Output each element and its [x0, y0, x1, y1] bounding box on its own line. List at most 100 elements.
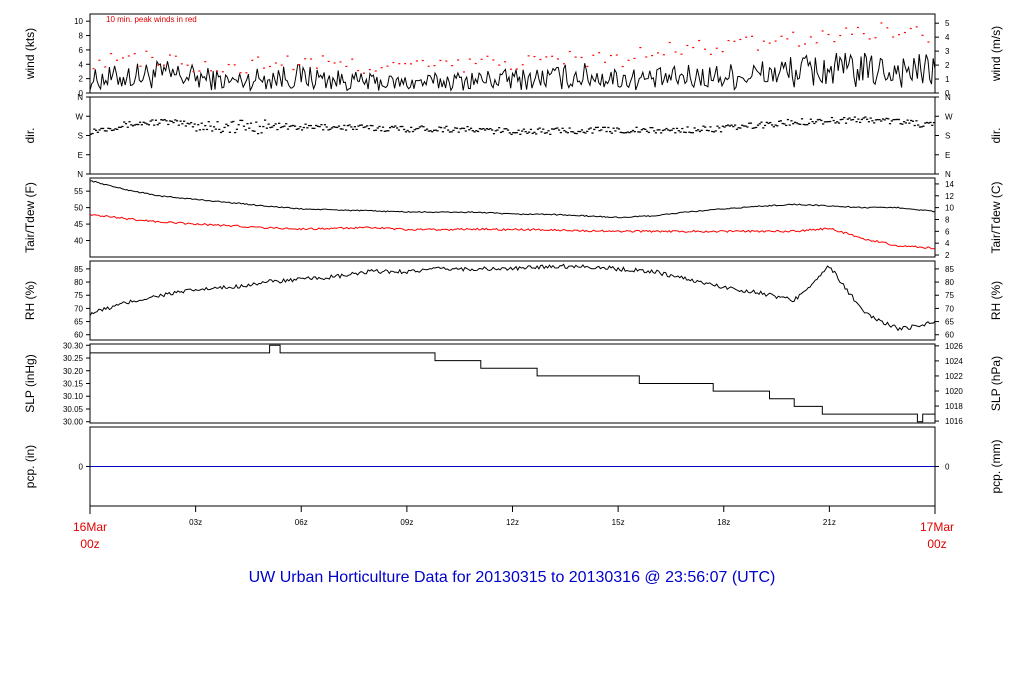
direction-point	[149, 120, 152, 122]
peak-wind-point	[621, 65, 624, 68]
direction-point	[161, 119, 165, 121]
direction-point	[681, 127, 684, 130]
peak-wind-point	[457, 59, 460, 61]
direction-point	[881, 118, 885, 120]
peak-wind-point	[815, 42, 818, 44]
direction-point	[698, 130, 702, 133]
direction-point	[582, 131, 585, 133]
direction-point	[241, 119, 244, 122]
peak-wind-point	[257, 56, 260, 58]
direction-point	[205, 128, 209, 131]
direction-point	[160, 119, 163, 121]
direction-point	[827, 121, 830, 123]
direction-point	[117, 126, 121, 128]
direction-point	[711, 130, 714, 133]
peak-wind-point	[915, 26, 918, 28]
direction-point	[146, 123, 149, 125]
direction-point	[256, 132, 260, 135]
direction-point	[702, 125, 705, 127]
direction-point	[647, 131, 650, 134]
peak-wind-point	[180, 63, 183, 65]
direction-point	[531, 132, 534, 135]
direction-point	[788, 124, 791, 126]
direction-point	[862, 117, 865, 119]
direction-point	[873, 122, 876, 124]
direction-point	[170, 120, 173, 123]
peak-wind-point	[645, 56, 648, 58]
peak-wind-point	[139, 65, 142, 67]
direction-point	[482, 127, 485, 130]
direction-point	[735, 128, 738, 130]
direction-point	[897, 118, 900, 121]
direction-point	[800, 118, 804, 120]
direction-point	[197, 124, 200, 126]
direction-point	[795, 122, 798, 124]
wind-left-tick-label: 8	[79, 32, 84, 41]
direction-point	[790, 120, 793, 122]
direction-point	[832, 119, 835, 122]
peak-wind-point	[580, 56, 583, 59]
direction-point	[107, 127, 110, 129]
direction-point	[489, 127, 492, 130]
direction-point	[519, 133, 522, 135]
direction-point	[786, 118, 790, 121]
peak-wind-point	[163, 64, 166, 66]
peak-wind-point	[445, 60, 448, 62]
peak-wind-point	[521, 64, 524, 66]
direction-point	[408, 131, 411, 133]
precip-left-axis-label: pcp. (in)	[23, 445, 37, 488]
direction-point	[554, 127, 557, 130]
wind-left-tick-label: 6	[79, 46, 84, 55]
time-axis: 03z 06z 09z 12z 15z 18z 21z	[89, 506, 936, 527]
direction-point	[922, 125, 925, 127]
direction-point	[255, 121, 258, 123]
direction-point	[892, 118, 895, 121]
humidity-right-tick-label: 85	[945, 265, 954, 274]
direction-point	[682, 131, 686, 133]
direction-point	[679, 131, 682, 133]
direction-point	[211, 130, 214, 132]
direction-point	[476, 130, 480, 133]
direction-point	[779, 120, 782, 122]
direction-point	[591, 132, 594, 134]
direction-point	[598, 130, 601, 132]
direction-point	[179, 120, 182, 122]
direction-point	[288, 125, 291, 128]
direction-point	[755, 126, 758, 129]
direction-point	[468, 129, 471, 131]
direction-point	[797, 123, 800, 125]
peak-wind-point	[892, 36, 895, 38]
peak-wind-point	[774, 40, 777, 42]
peak-wind-point	[92, 68, 95, 70]
peak-wind-point	[551, 55, 554, 57]
direction-point	[121, 125, 124, 128]
direction-point	[431, 131, 434, 133]
direction-point	[130, 124, 133, 126]
direction-point	[295, 128, 298, 130]
direction-left-tick-label: N	[77, 170, 83, 179]
direction-point	[209, 125, 212, 127]
direction-point	[306, 127, 309, 129]
direction-point	[772, 126, 775, 128]
peak-wind-point	[410, 63, 413, 65]
direction-point	[851, 118, 855, 121]
peak-wind-point	[586, 65, 589, 68]
direction-point	[605, 130, 608, 133]
direction-point	[887, 118, 890, 120]
peak-wind-point	[492, 59, 495, 61]
direction-point	[195, 130, 198, 132]
direction-point	[529, 128, 533, 131]
end-date-label: 17Mar	[920, 520, 954, 534]
direction-point	[329, 128, 332, 130]
direction-point	[124, 123, 128, 125]
direction-point	[628, 131, 631, 134]
direction-point	[193, 123, 196, 125]
direction-point	[670, 129, 673, 131]
direction-point	[436, 130, 439, 132]
peak-wind-point	[821, 30, 824, 32]
precip-left-tick-label: 0	[79, 463, 84, 472]
direction-point	[144, 122, 147, 124]
peak-wind-point	[868, 38, 871, 40]
direction-point	[221, 130, 224, 132]
temperature-right-tick-label: 14	[945, 180, 954, 189]
